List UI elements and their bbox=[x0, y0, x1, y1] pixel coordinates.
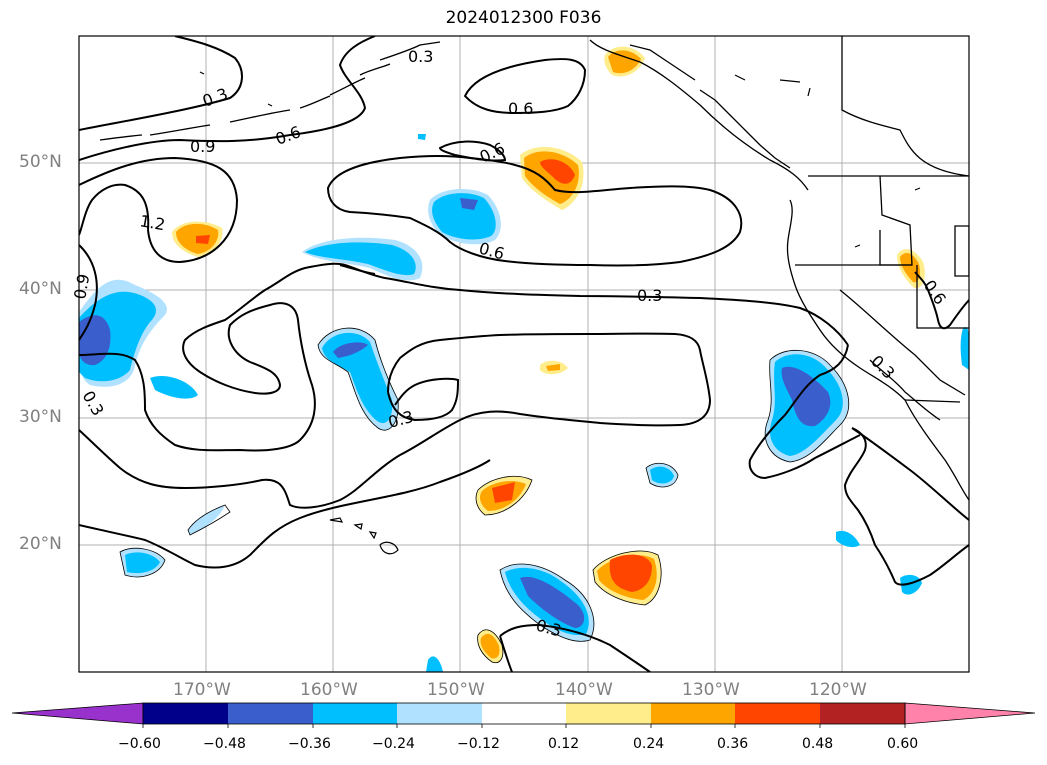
contour-label: 0.9 bbox=[70, 272, 93, 300]
lon-label: 160°W bbox=[300, 680, 358, 700]
lat-label: 20°N bbox=[19, 534, 62, 554]
lon-label: 170°W bbox=[173, 680, 231, 700]
negative-anomaly-fills bbox=[79, 134, 969, 672]
colorbar-tick-label: −0.12 bbox=[457, 736, 500, 752]
contour-label: 0.3 bbox=[408, 47, 433, 66]
contour-label: 1.2 bbox=[138, 211, 166, 234]
lon-label: 130°W bbox=[682, 680, 740, 700]
colorbar bbox=[11, 702, 1036, 728]
lon-label: 140°W bbox=[555, 680, 613, 700]
colorbar-tick-label: −0.24 bbox=[372, 736, 415, 752]
colorbar-tick-label: −0.36 bbox=[288, 736, 331, 752]
contour-lines bbox=[79, 36, 969, 672]
lat-label: 30°N bbox=[19, 407, 62, 427]
map-frame bbox=[78, 35, 970, 673]
islands bbox=[199, 71, 921, 555]
anomaly-outlines bbox=[119, 327, 849, 664]
colorbar-tick-label: −0.48 bbox=[203, 736, 246, 752]
colorbar-tick-label: 0.24 bbox=[633, 736, 665, 752]
lat-label: 50°N bbox=[19, 152, 62, 172]
colorbar-tick-label: 0.12 bbox=[548, 736, 580, 752]
lon-label: 120°W bbox=[809, 680, 867, 700]
colorbar-tick-label: 0.60 bbox=[887, 736, 919, 752]
contour-label: 0.9 bbox=[190, 137, 215, 156]
positive-anomaly-fills bbox=[172, 46, 925, 663]
colorbar-tick-label: −0.60 bbox=[118, 736, 161, 752]
lon-label: 150°W bbox=[427, 680, 485, 700]
colorbar-tick-label: 0.48 bbox=[802, 736, 834, 752]
lat-label: 40°N bbox=[19, 279, 62, 299]
map-title: 2024012300 F036 bbox=[445, 8, 602, 28]
contour-label: 0.3 bbox=[637, 286, 662, 305]
colorbar-tick-label: 0.36 bbox=[717, 736, 749, 752]
coastlines bbox=[99, 36, 969, 501]
contour-label: 0.6 bbox=[508, 99, 533, 118]
